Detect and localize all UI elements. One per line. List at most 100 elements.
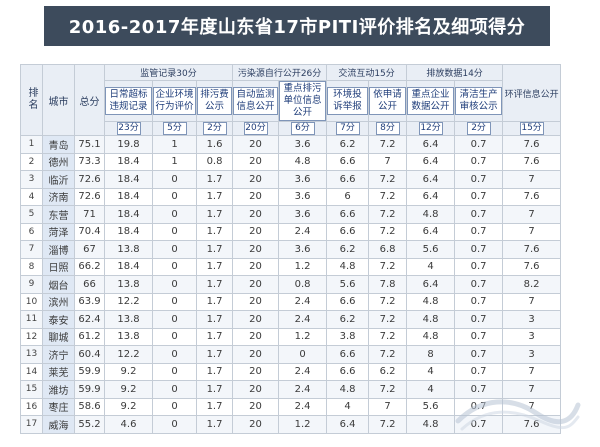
- table-row: 15 潍坊 59.9 9.2 0 1.7 20 2.4 4.8 7.2 4 0.7 7: [20, 380, 562, 399]
- cell-score-9: 7: [502, 362, 562, 381]
- cell-score-3: 20: [232, 345, 280, 364]
- cell-score-8: 0.7: [454, 362, 504, 381]
- cell-score-6: 7.2: [368, 257, 408, 276]
- cell-score-0: 18.4: [104, 257, 153, 276]
- cell-city: 烟台: [42, 275, 75, 294]
- cell-score-5: 5.6: [326, 275, 370, 294]
- table-row: 8 日照 66.2 18.4 0 1.7 20 1.2 4.8 7.2 4 0.7 7.6: [20, 257, 562, 276]
- cell-score-7: 4.8: [406, 310, 456, 329]
- cell-score-1: 0: [152, 275, 197, 294]
- cell-score-8: 0.7: [454, 170, 504, 189]
- cell-score-0: 12.2: [104, 345, 153, 364]
- cell-score-4: 2.4: [278, 292, 328, 311]
- header-city: 城市: [42, 64, 75, 136]
- header-sub-1: 企业环境行为评价: [152, 80, 197, 122]
- cell-city: 东营: [42, 205, 75, 224]
- cell-rank: 13: [20, 345, 43, 364]
- cell-score-6: 7.2: [368, 135, 408, 154]
- cell-score-2: 1.7: [195, 275, 234, 294]
- cell-score-4: 1.2: [278, 257, 328, 276]
- cell-score-7: 4: [406, 380, 456, 399]
- cell-rank: 17: [20, 415, 43, 434]
- header-sub-6: 依申请公开: [368, 80, 408, 122]
- cell-score-2: 1.7: [195, 380, 234, 399]
- cell-rank: 5: [20, 205, 43, 224]
- cell-score-5: 6.6: [326, 222, 370, 241]
- cell-score-0: 19.8: [104, 135, 153, 154]
- table-row: 2 德州 73.3 18.4 1 0.8 20 4.8 6.6 7 6.4 0.7 7.6: [20, 152, 562, 171]
- cell-score-4: 0.8: [278, 275, 328, 294]
- cell-score-7: 6.4: [406, 187, 456, 206]
- cell-score-3: 20: [232, 135, 280, 154]
- header-sub-3: 自动监测信息公开: [232, 80, 280, 122]
- cell-score-3: 20: [232, 240, 280, 259]
- cell-score-6: 7.2: [368, 380, 408, 399]
- cell-total: 60.4: [74, 345, 105, 364]
- cell-score-0: 4.6: [104, 415, 153, 434]
- cell-score-5: 6.6: [326, 345, 370, 364]
- cell-score-2: 1.7: [195, 362, 234, 381]
- header-sub-8: 清洁生产审核公示: [454, 80, 504, 122]
- cell-score-6: 7.2: [368, 415, 408, 434]
- cell-rank: 9: [20, 275, 43, 294]
- cell-score-9: 7.6: [502, 187, 562, 206]
- cell-score-3: 20: [232, 415, 280, 434]
- header-weight-row: 23分 5分 2分 20分 6分 7分 8分 12分 2分 15分: [21, 121, 562, 136]
- cell-score-1: 0: [152, 327, 197, 346]
- header-weight-8: 2分: [454, 121, 504, 136]
- cell-city: 淄博: [42, 240, 75, 259]
- table-header: 排名 城市 总分 监管记录30分 污染源自行公开26分 交流互动15分 排放数据…: [20, 64, 562, 136]
- cell-score-5: 6.6: [326, 152, 370, 171]
- cell-score-4: 2.4: [278, 222, 328, 241]
- cell-score-0: 12.2: [104, 292, 153, 311]
- cell-rank: 16: [20, 397, 43, 416]
- cell-score-6: 7.2: [368, 292, 408, 311]
- cell-city: 济宁: [42, 345, 75, 364]
- header-group-emission-data: 排放数据14分: [406, 64, 504, 81]
- header-weight-4: 6分: [278, 121, 328, 136]
- cell-score-6: 7.2: [368, 205, 408, 224]
- cell-score-7: 4.8: [406, 205, 456, 224]
- cell-score-2: 1.6: [195, 135, 234, 154]
- cell-rank: 15: [20, 380, 43, 399]
- cell-score-9: 7.6: [502, 152, 562, 171]
- cell-score-8: 0.7: [454, 222, 504, 241]
- cell-rank: 11: [20, 310, 43, 329]
- cell-total: 72.6: [74, 170, 105, 189]
- table-row: 13 济宁 60.4 12.2 0 1.7 20 0 6.6 7.2 8 0.7 3: [20, 345, 562, 364]
- cell-score-8: 0.7: [454, 187, 504, 206]
- cell-score-5: 6: [326, 187, 370, 206]
- cell-score-2: 1.7: [195, 257, 234, 276]
- page-title-text: 2016-2017年度山东省17市PITI评价排名及细项得分: [68, 17, 526, 38]
- cell-city: 滨州: [42, 292, 75, 311]
- cell-score-3: 20: [232, 187, 280, 206]
- cell-city: 济南: [42, 187, 75, 206]
- cell-score-3: 20: [232, 310, 280, 329]
- cell-score-7: 4.8: [406, 415, 456, 434]
- header-weight-5: 7分: [326, 121, 370, 136]
- table-row: 4 济南 72.6 18.4 0 1.7 20 3.6 6 7.2 6.4 0.7 7.6: [20, 187, 562, 206]
- cell-total: 66.2: [74, 257, 105, 276]
- cell-total: 75.1: [74, 135, 105, 154]
- cell-score-5: 4: [326, 397, 370, 416]
- cell-score-3: 20: [232, 222, 280, 241]
- cell-score-0: 18.4: [104, 222, 153, 241]
- cell-score-7: 6.4: [406, 222, 456, 241]
- cell-score-6: 7.2: [368, 327, 408, 346]
- table-row: 12 聊城 61.2 13.8 0 1.7 20 1.2 3.8 7.2 4.8 0.7 3: [20, 327, 562, 346]
- cell-score-6: 6.2: [368, 362, 408, 381]
- table-row: 1 青岛 75.1 19.8 1 1.6 20 3.6 6.2 7.2 6.4 0.7 7.6: [20, 135, 562, 154]
- cell-score-7: 4: [406, 257, 456, 276]
- cell-score-8: 0.7: [454, 257, 504, 276]
- cell-score-4: 3.6: [278, 135, 328, 154]
- cell-score-1: 0: [152, 240, 197, 259]
- header-weight-3: 20分: [232, 121, 280, 136]
- cell-score-3: 20: [232, 380, 280, 399]
- cell-score-2: 1.7: [195, 222, 234, 241]
- cell-score-3: 20: [232, 327, 280, 346]
- cell-score-4: 3.6: [278, 187, 328, 206]
- cell-city: 聊城: [42, 327, 75, 346]
- cell-score-3: 20: [232, 362, 280, 381]
- cell-score-5: 6.6: [326, 292, 370, 311]
- header-group-interaction: 交流互动15分: [326, 64, 408, 81]
